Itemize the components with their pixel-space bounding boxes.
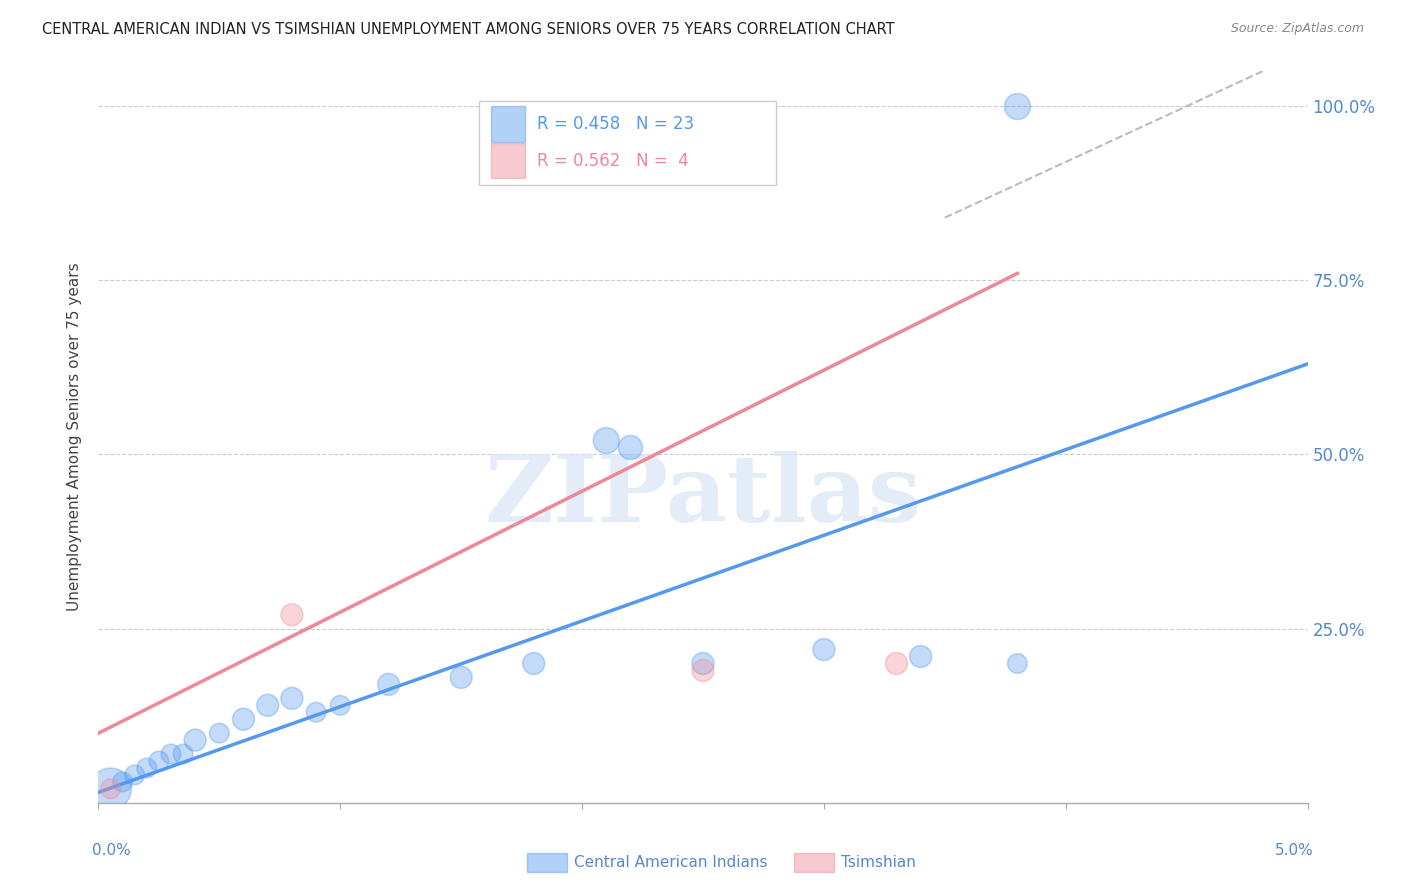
- FancyBboxPatch shape: [492, 106, 526, 142]
- Text: Source: ZipAtlas.com: Source: ZipAtlas.com: [1230, 22, 1364, 36]
- Point: [281, 691, 304, 706]
- Point: [910, 649, 932, 664]
- Point: [135, 761, 157, 775]
- Point: [1007, 657, 1029, 671]
- Point: [1007, 99, 1029, 113]
- Point: [692, 664, 714, 678]
- Point: [184, 733, 207, 747]
- FancyBboxPatch shape: [492, 143, 526, 178]
- Point: [377, 677, 399, 691]
- FancyBboxPatch shape: [479, 101, 776, 185]
- Point: [305, 705, 328, 719]
- Point: [232, 712, 254, 726]
- Text: Tsimshian: Tsimshian: [841, 855, 915, 870]
- Text: ZIPatlas: ZIPatlas: [485, 450, 921, 541]
- Point: [523, 657, 546, 671]
- Point: [692, 657, 714, 671]
- Point: [111, 775, 134, 789]
- Point: [172, 747, 194, 761]
- Point: [595, 434, 617, 448]
- Text: R = 0.562   N =  4: R = 0.562 N = 4: [537, 152, 689, 169]
- Y-axis label: Unemployment Among Seniors over 75 years: Unemployment Among Seniors over 75 years: [67, 263, 83, 611]
- Point: [160, 747, 183, 761]
- Point: [329, 698, 352, 713]
- Point: [148, 754, 170, 768]
- Point: [450, 670, 472, 684]
- Point: [256, 698, 278, 713]
- Point: [619, 441, 641, 455]
- Text: CENTRAL AMERICAN INDIAN VS TSIMSHIAN UNEMPLOYMENT AMONG SENIORS OVER 75 YEARS CO: CENTRAL AMERICAN INDIAN VS TSIMSHIAN UNE…: [42, 22, 894, 37]
- Text: Central American Indians: Central American Indians: [574, 855, 768, 870]
- Point: [813, 642, 835, 657]
- Point: [100, 781, 122, 796]
- Text: 5.0%: 5.0%: [1275, 843, 1313, 858]
- Point: [886, 657, 908, 671]
- Point: [124, 768, 146, 782]
- Point: [100, 781, 122, 796]
- Point: [281, 607, 304, 622]
- Text: R = 0.458   N = 23: R = 0.458 N = 23: [537, 115, 695, 133]
- Point: [208, 726, 231, 740]
- Text: 0.0%: 0.0%: [93, 843, 131, 858]
